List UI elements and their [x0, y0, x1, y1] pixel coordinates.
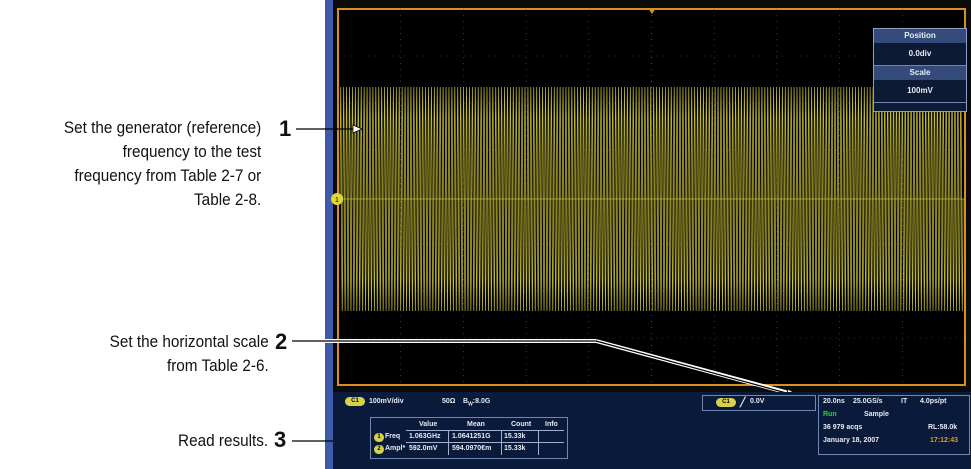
trigger-readout[interactable]	[702, 395, 816, 411]
measurement-2-badge: 2	[374, 445, 384, 454]
measurement-2-count: 15.33k	[504, 445, 526, 452]
callout-2-text: Set the horizontal scale from Table 2-6.	[110, 330, 269, 378]
col-header-value: Value	[419, 421, 438, 428]
scale-value[interactable]: 100mV	[874, 80, 966, 103]
callout-2-line: Set the horizontal scale	[109, 332, 269, 351]
timebase: 20.0ns	[823, 398, 845, 405]
position-scale-panel[interactable]: Position 0.0div Scale 100mV	[873, 28, 967, 112]
measurement-1-mean: 1.0641251G	[452, 433, 491, 440]
channel-1-badge[interactable]: C1	[345, 397, 365, 406]
position-label: Position	[874, 29, 966, 43]
callout-1-number: 1	[279, 116, 292, 141]
bw-prefix: B	[463, 398, 469, 405]
col-header-mean: Mean	[467, 421, 485, 428]
measurement-1-badge: 1	[374, 433, 384, 442]
trigger-position-marker	[648, 8, 656, 14]
callout-2-diag	[595, 340, 791, 395]
measurement-table[interactable]	[370, 417, 568, 459]
table-row-divider	[406, 442, 564, 443]
callout-1-line: Table 2-8.	[193, 190, 261, 209]
channel-volts-div[interactable]: 100mV/div	[369, 398, 404, 405]
screen-left-bar	[325, 0, 333, 469]
callout-3-line: Read results.	[177, 431, 268, 450]
channel-bandwidth: BW:8.0G	[463, 398, 490, 407]
trigger-level: 0.0V	[750, 398, 765, 405]
record-length: RL:58.0k	[928, 424, 958, 431]
acquisition-mode: Sample	[864, 411, 889, 418]
measurement-1-count: 15.33k	[504, 433, 526, 440]
acquisition-count: 36 979 acqs	[823, 424, 863, 431]
callout-1-line: frequency to the test	[122, 142, 261, 161]
acquisition-readout[interactable]	[818, 395, 970, 455]
scale-label: Scale	[874, 66, 966, 80]
date: January 18, 2007	[823, 437, 880, 444]
measurement-2-mean: 594.0970€m	[452, 445, 492, 452]
measurement-1-value: 1.063GHz	[409, 433, 441, 440]
callout-1-text: Set the generator (reference) frequency …	[64, 116, 261, 212]
bw-sub: W	[468, 401, 473, 408]
channel-1-ground-marker	[331, 193, 343, 205]
table-grid	[406, 430, 564, 456]
callout-3-number: 3	[274, 427, 287, 452]
channel-1-marker-label: 1	[335, 197, 339, 204]
callout-2-line: from Table 2-6.	[167, 356, 269, 375]
callout-3-text: Read results.	[178, 429, 268, 453]
measurement-2-label: Ampl*	[385, 445, 406, 452]
trigger-source-badge: C1	[716, 398, 736, 407]
acq-mode-it: IT	[901, 398, 908, 405]
measurement-1-label: Freq	[385, 433, 401, 440]
channel-impedance: 50Ω	[442, 398, 456, 405]
sample-rate: 25.0GS/s	[853, 398, 883, 405]
time: 17:12:43	[930, 437, 959, 444]
position-value[interactable]: 0.0div	[874, 43, 966, 66]
measurement-2-value: 592.0mV	[409, 445, 438, 452]
col-header-count: Count	[511, 421, 532, 428]
callout-1-arrow	[352, 124, 363, 134]
resolution: 4.0ps/pt	[920, 398, 947, 405]
callout-1-line: frequency from Table 2-7 or	[74, 166, 262, 185]
waveform-trace	[338, 86, 965, 312]
callout-2-number: 2	[275, 329, 288, 354]
callout-1-line: Set the generator (reference)	[63, 118, 261, 137]
trigger-slope-icon: ╱	[740, 397, 746, 407]
col-header-info: Info	[545, 421, 558, 428]
run-state: Run	[823, 411, 837, 418]
bw-value: :8.0G	[472, 398, 491, 405]
